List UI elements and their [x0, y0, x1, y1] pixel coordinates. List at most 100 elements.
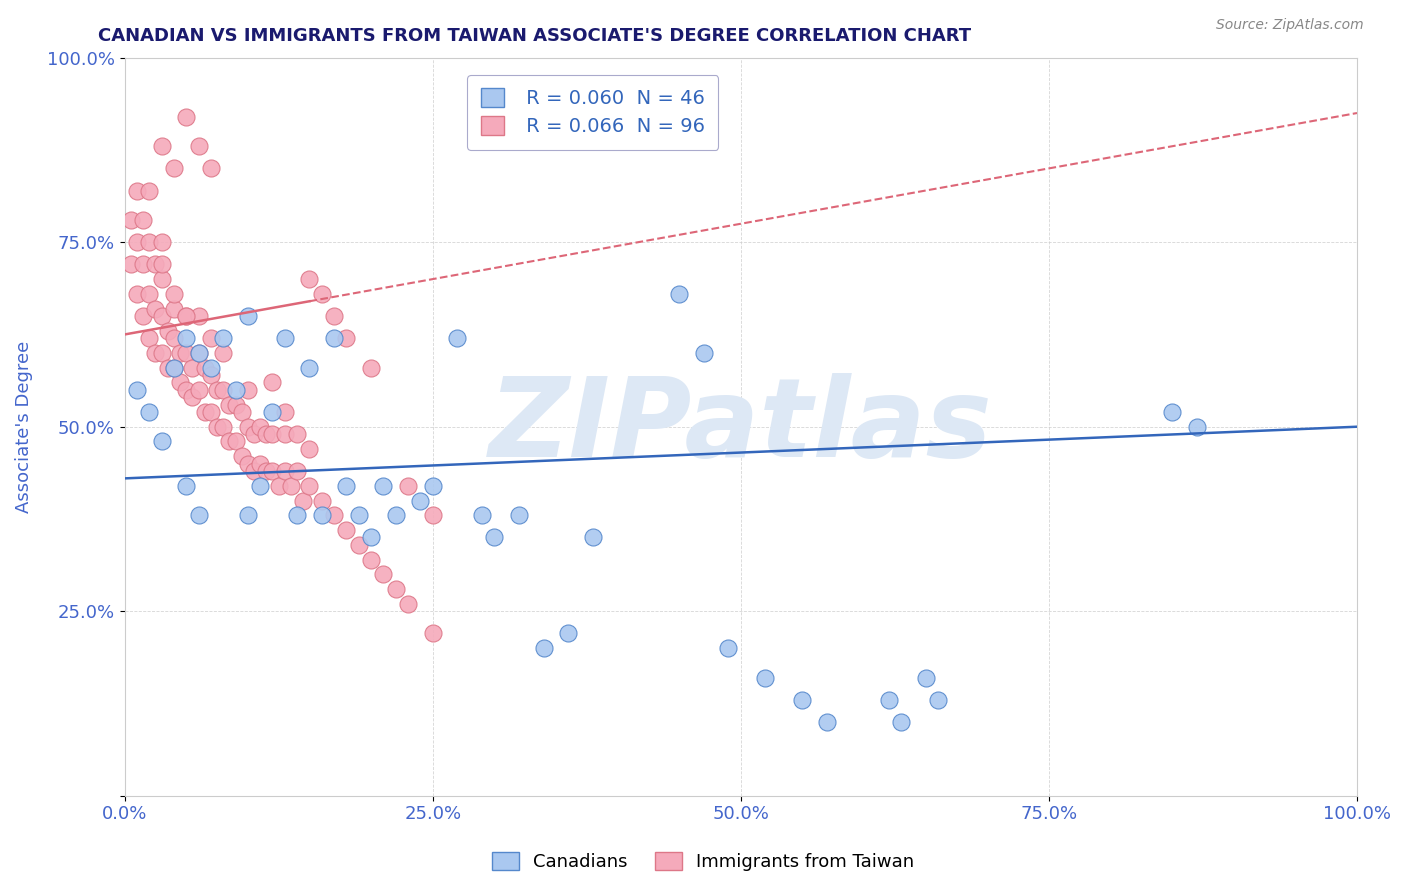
- Point: [311, 286, 333, 301]
- Point: [212, 331, 235, 345]
- Point: [323, 508, 346, 523]
- Point: [508, 508, 530, 523]
- Point: [249, 479, 271, 493]
- Point: [409, 493, 432, 508]
- Point: [145, 257, 167, 271]
- Point: [174, 479, 197, 493]
- Point: [156, 324, 179, 338]
- Point: [360, 531, 382, 545]
- Point: [120, 213, 142, 227]
- Point: [218, 434, 240, 449]
- Point: [163, 161, 186, 176]
- Point: [205, 383, 228, 397]
- Point: [274, 405, 297, 419]
- Point: [311, 508, 333, 523]
- Point: [298, 479, 321, 493]
- Point: [225, 398, 247, 412]
- Point: [174, 309, 197, 323]
- Point: [267, 479, 290, 493]
- Point: [150, 434, 173, 449]
- Point: [384, 508, 406, 523]
- Point: [877, 693, 900, 707]
- Point: [373, 479, 395, 493]
- Point: [243, 464, 266, 478]
- Point: [582, 531, 605, 545]
- Point: [187, 508, 209, 523]
- Point: [484, 531, 506, 545]
- Point: [205, 419, 228, 434]
- Point: [138, 286, 160, 301]
- Point: [792, 693, 814, 707]
- Point: [533, 641, 555, 656]
- Point: [243, 427, 266, 442]
- Point: [285, 427, 308, 442]
- Point: [311, 493, 333, 508]
- Point: [815, 714, 838, 729]
- Point: [187, 346, 209, 360]
- Point: [347, 508, 370, 523]
- Point: [187, 139, 209, 153]
- Point: [132, 213, 155, 227]
- Point: [360, 552, 382, 566]
- Point: [557, 626, 579, 640]
- Point: [285, 508, 308, 523]
- Point: [200, 331, 222, 345]
- Point: [422, 479, 444, 493]
- Point: [145, 301, 167, 316]
- Point: [914, 671, 936, 685]
- Point: [200, 360, 222, 375]
- Point: [927, 693, 949, 707]
- Point: [280, 479, 302, 493]
- Point: [163, 360, 186, 375]
- Point: [200, 161, 222, 176]
- Point: [225, 383, 247, 397]
- Point: [200, 368, 222, 382]
- Point: [163, 360, 186, 375]
- Point: [174, 309, 197, 323]
- Point: [471, 508, 494, 523]
- Point: [212, 383, 235, 397]
- Point: [262, 405, 284, 419]
- Point: [335, 331, 357, 345]
- Point: [254, 464, 277, 478]
- Point: [347, 538, 370, 552]
- Point: [150, 309, 173, 323]
- Point: [125, 383, 148, 397]
- Point: [212, 346, 235, 360]
- Point: [373, 567, 395, 582]
- Point: [138, 184, 160, 198]
- Point: [225, 434, 247, 449]
- Point: [754, 671, 776, 685]
- Point: [236, 309, 259, 323]
- Point: [274, 427, 297, 442]
- Text: Source: ZipAtlas.com: Source: ZipAtlas.com: [1216, 18, 1364, 32]
- Point: [668, 286, 690, 301]
- Point: [396, 597, 419, 611]
- Point: [323, 309, 346, 323]
- Point: [150, 235, 173, 250]
- Point: [218, 398, 240, 412]
- Point: [138, 405, 160, 419]
- Point: [163, 331, 186, 345]
- Point: [120, 257, 142, 271]
- Point: [717, 641, 740, 656]
- Point: [262, 427, 284, 442]
- Point: [249, 419, 271, 434]
- Text: CANADIAN VS IMMIGRANTS FROM TAIWAN ASSOCIATE'S DEGREE CORRELATION CHART: CANADIAN VS IMMIGRANTS FROM TAIWAN ASSOC…: [98, 27, 972, 45]
- Point: [384, 582, 406, 596]
- Point: [163, 286, 186, 301]
- Point: [174, 346, 197, 360]
- Point: [138, 235, 160, 250]
- Point: [181, 360, 204, 375]
- Point: [187, 383, 209, 397]
- Point: [145, 346, 167, 360]
- Point: [274, 464, 297, 478]
- Point: [150, 257, 173, 271]
- Point: [125, 235, 148, 250]
- Point: [890, 714, 912, 729]
- Point: [1161, 405, 1184, 419]
- Point: [194, 360, 217, 375]
- Point: [1185, 419, 1208, 434]
- Point: [323, 331, 346, 345]
- Point: [335, 479, 357, 493]
